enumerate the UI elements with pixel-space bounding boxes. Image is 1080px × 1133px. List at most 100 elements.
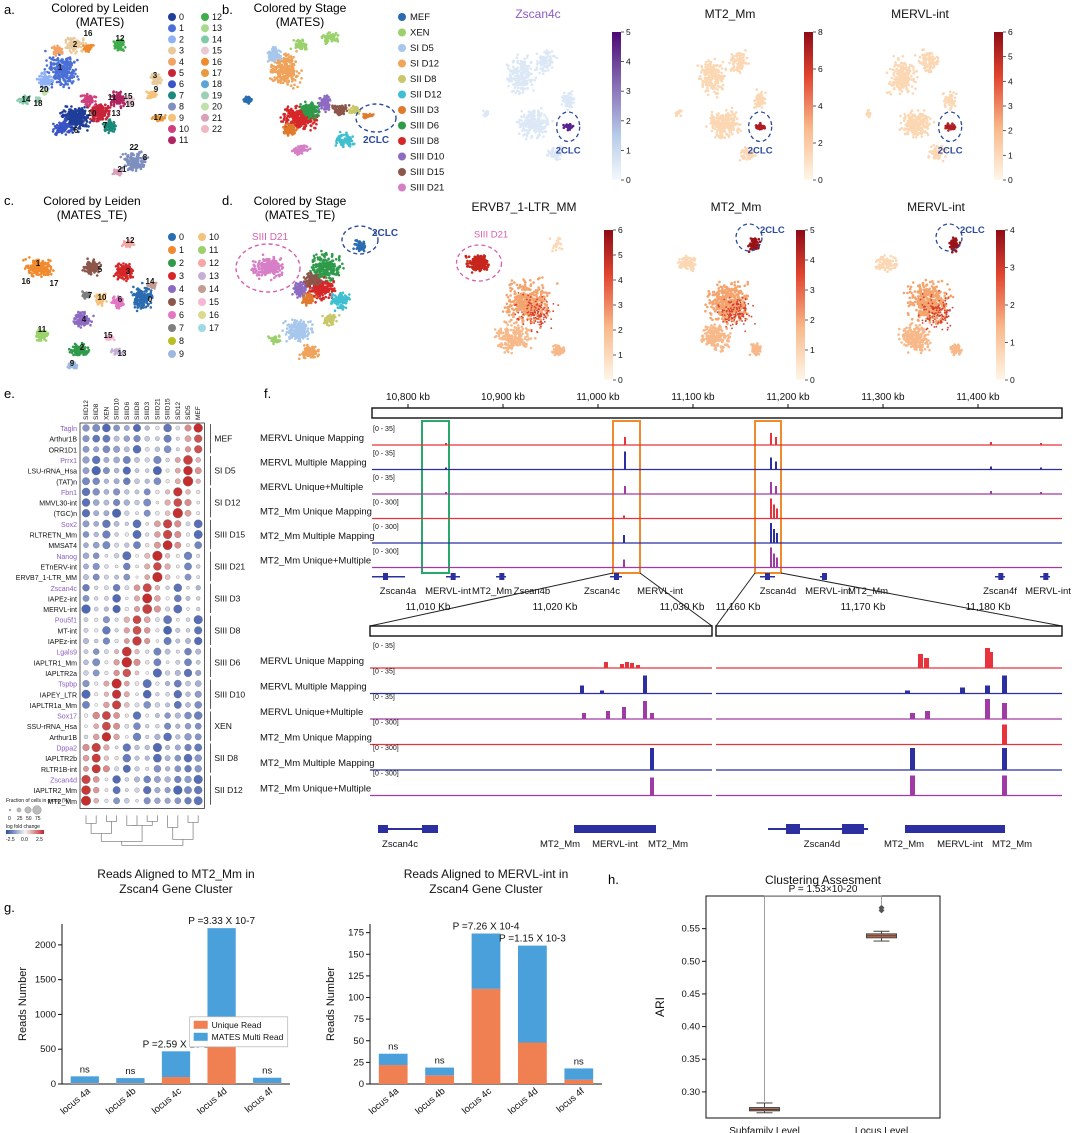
leiden-a-point: [57, 59, 60, 62]
stage-b-point: [347, 144, 351, 147]
leiden-a-point: [35, 77, 39, 81]
leiden-a-point: [150, 92, 154, 95]
leiden-a-point: [66, 79, 70, 83]
stage-b-point: [311, 122, 315, 125]
umap-top-0-point: [546, 69, 550, 72]
stage-b-point: [339, 139, 342, 143]
leiden-a-label-4: 20: [40, 85, 49, 94]
umap-top-2-point: [929, 52, 932, 56]
umap-top-0-colorbar: [612, 32, 621, 180]
umap-top-0-point: [564, 94, 568, 98]
leiden-a-point: [69, 37, 72, 40]
leiden-a-point: [70, 63, 73, 67]
stage-b-point: [310, 124, 313, 128]
stage-b-point: [279, 77, 282, 80]
umap-top-1-point: [710, 117, 713, 120]
umap-top-0-point: [522, 126, 525, 130]
umap-top-2-point: [910, 85, 914, 88]
umap-top-1-point: [740, 155, 744, 158]
umap-top-0-point: [543, 130, 547, 133]
umap-top-title-2: MERVL-int: [891, 7, 949, 21]
stage-b-point: [309, 129, 312, 132]
panel-a-title-1: Colored by Leiden: [51, 1, 148, 15]
leiden-a-point: [41, 78, 45, 81]
umap-top-0-point: [523, 57, 526, 61]
leiden-a-point: [84, 42, 88, 45]
leiden-a-point: [98, 118, 102, 121]
stage-b-point: [326, 32, 329, 36]
leiden-a-point: [64, 66, 68, 70]
umap-top-0-point: [532, 112, 535, 116]
umap-top-0-point: [550, 50, 554, 53]
umap-top-0-point: [543, 113, 546, 117]
legend-a-label-6: 6: [179, 79, 184, 89]
stage-b-point: [283, 115, 286, 118]
leiden-a-point: [50, 85, 54, 89]
stage-b-point: [343, 138, 347, 142]
umap-top-1-point: [740, 60, 744, 64]
umap-top-2-point: [906, 90, 910, 94]
stage-b-point: [324, 110, 327, 114]
umap-top-2-point: [897, 72, 900, 76]
leiden-a-point: [130, 165, 133, 168]
umap-top-1-point: [763, 125, 766, 128]
umap-top-1-point: [712, 64, 716, 67]
umap-top-1-point: [742, 53, 745, 56]
umap-top-1-point: [679, 114, 683, 118]
leiden-a-point: [64, 113, 68, 117]
umap-top-2-point: [895, 75, 898, 79]
leiden-a-point: [116, 98, 120, 102]
leiden-a-point: [66, 74, 69, 77]
umap-top-2-point: [909, 63, 912, 67]
panel-letter-e: e.: [4, 386, 15, 401]
legend-a-swatch-13: [201, 24, 209, 33]
stage-b-point: [317, 108, 321, 111]
stage-b-point: [294, 106, 298, 110]
umap-top-1-point: [717, 120, 720, 123]
leiden-a-point: [89, 98, 93, 102]
umap-top-1-point: [719, 114, 723, 118]
stage-b-point: [304, 148, 307, 152]
umap-top-0-point: [518, 92, 521, 96]
umap-top-0-point: [539, 64, 543, 67]
umap-top-1-point: [734, 59, 737, 62]
stage-b-point: [295, 70, 299, 73]
stage-b-point: [288, 60, 292, 63]
leiden-a-point: [68, 41, 72, 45]
stage-b-point: [353, 107, 357, 110]
umap-top-0-cbar-label-4: 1: [626, 145, 631, 155]
umap-top-1-point: [680, 110, 683, 113]
stage-b-point: [324, 104, 328, 108]
leiden-a-point: [164, 114, 167, 117]
leiden-a-point: [89, 44, 92, 47]
stage-b-point: [328, 98, 331, 102]
umap-top-1-point: [717, 128, 720, 131]
clc-label-b: 2CLC: [363, 135, 389, 146]
leiden-a-point: [86, 48, 90, 51]
umap-top-1-point: [731, 132, 734, 136]
leiden-a-point: [130, 152, 133, 155]
leiden-a-point: [66, 46, 69, 50]
leiden-a-point: [134, 169, 138, 173]
leiden-a-point: [56, 46, 60, 49]
umap-top-1-point: [763, 97, 767, 101]
umap-top-0-point: [509, 74, 512, 78]
leiden-a-point: [138, 164, 142, 167]
umap-top-1-point: [745, 56, 749, 60]
umap-top-2-point: [907, 83, 910, 87]
leiden-a-point: [53, 66, 56, 70]
leiden-a-point: [78, 114, 82, 118]
umap-top-0-point: [542, 55, 546, 59]
umap-top-1-point: [713, 57, 717, 61]
leiden-a-label-14: 17: [154, 113, 163, 122]
leiden-a-point: [65, 64, 69, 68]
stage-b-point: [290, 80, 294, 83]
umap-top-0-point: [572, 97, 576, 100]
umap-top-title-0: Zscan4c: [515, 7, 560, 21]
legend-a-label-22: 22: [212, 124, 222, 134]
umap-top-2-point: [906, 81, 910, 85]
umap-top-1-point: [696, 64, 699, 67]
umap-top-0-point: [519, 60, 523, 64]
umap-top-0-point: [567, 124, 571, 127]
umap-top-0-point: [534, 120, 538, 124]
